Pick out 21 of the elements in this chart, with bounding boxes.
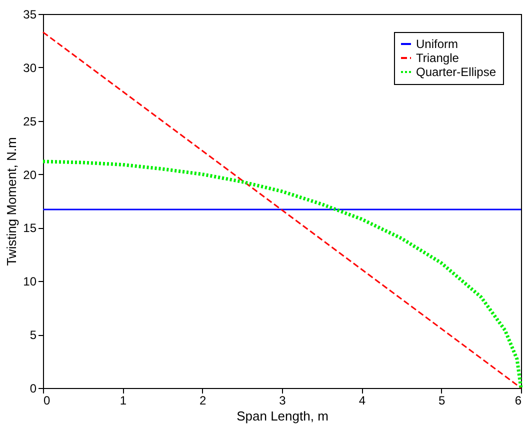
x-axis-title: Span Length, m <box>236 408 328 424</box>
legend-label: Uniform <box>416 37 458 51</box>
x-tick-label: 4 <box>358 394 366 408</box>
y-tick-label: 20 <box>23 168 37 182</box>
line-series <box>41 160 523 390</box>
y-axis-title: Twisting Moment, N.m <box>4 137 20 266</box>
x-tick-label: 6 <box>514 394 522 408</box>
y-tick-label: 25 <box>23 114 37 128</box>
y-tick-label: 0 <box>30 382 37 396</box>
y-tick-label: 10 <box>23 274 37 289</box>
x-tick-label: 3 <box>279 394 286 408</box>
x-tick-label: 1 <box>120 394 127 408</box>
x-tick-label: 0 <box>44 394 50 408</box>
y-tick-label: 30 <box>23 60 37 75</box>
y-tick-label: 5 <box>30 328 37 342</box>
legend-label: Triangle <box>416 51 460 65</box>
legend-label: Quarter-Ellipse <box>416 65 496 79</box>
y-tick-label: 35 <box>23 8 37 22</box>
x-tick-label: 2 <box>199 394 206 408</box>
x-tick-label: 5 <box>438 394 446 408</box>
y-tick-label: 15 <box>23 221 37 236</box>
